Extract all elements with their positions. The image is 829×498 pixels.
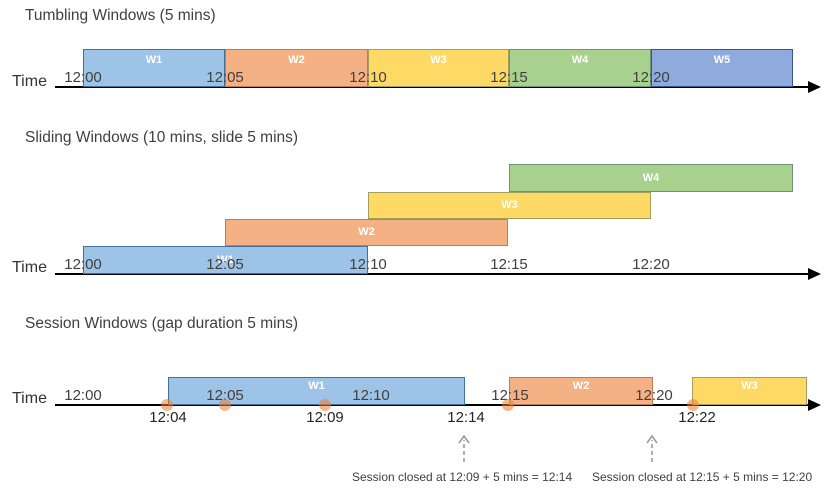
tumbling-window-w2: W2 bbox=[225, 49, 368, 87]
window-label: W4 bbox=[642, 171, 660, 184]
session-closed-annotation-1: Session closed at 12:09 + 5 mins = 12:14 bbox=[352, 470, 573, 484]
tumbling-tick-12-15: 12:15 bbox=[490, 69, 528, 86]
session-below-label-12-09: 12:09 bbox=[306, 409, 344, 426]
event-dot-12-04 bbox=[161, 399, 173, 411]
session-tick-12-10: 12:10 bbox=[352, 387, 390, 404]
tumbling-section-title: Tumbling Windows (5 mins) bbox=[25, 7, 216, 24]
window-label: W3 bbox=[741, 380, 758, 392]
sliding-tick-12-20: 12:20 bbox=[632, 256, 670, 273]
window-label: W1 bbox=[217, 253, 234, 266]
sliding-window-w4: W4 bbox=[509, 164, 793, 192]
sliding-tick-12-05: 12:05 bbox=[206, 256, 244, 273]
event-dot-12-09 bbox=[319, 399, 331, 411]
tumbling-timeline bbox=[55, 86, 808, 88]
session-closed-annotation-2: Session closed at 12:15 + 5 mins = 12:20 bbox=[592, 470, 813, 484]
dashed-up-arrow-icon bbox=[456, 433, 472, 463]
session-tick-12-15: 12:15 bbox=[491, 387, 529, 404]
window-label: W4 bbox=[571, 54, 589, 66]
sliding-window-w1: W1 bbox=[83, 246, 368, 274]
tumbling-tick-12-10: 12:10 bbox=[349, 69, 387, 86]
window-label: W2 bbox=[572, 380, 590, 392]
window-label: W2 bbox=[288, 54, 305, 66]
tumbling-arrowhead-icon bbox=[808, 81, 821, 93]
tumbling-tick-12-05: 12:05 bbox=[206, 69, 244, 86]
session-tick-12-20: 12:20 bbox=[635, 387, 673, 404]
tumbling-tick-12-20: 12:20 bbox=[632, 69, 670, 86]
session-below-label-12-14: 12:14 bbox=[447, 409, 485, 426]
sliding-window-w3: W3 bbox=[368, 192, 651, 219]
window-label: W3 bbox=[430, 54, 447, 66]
session-below-label-12-04: 12:04 bbox=[149, 409, 187, 426]
session-arrowhead-icon bbox=[808, 399, 821, 411]
tumbling-tick-12-00: 12:00 bbox=[64, 69, 102, 86]
window-label: W2 bbox=[358, 226, 375, 238]
sliding-tick-12-15: 12:15 bbox=[490, 256, 528, 273]
sliding-section-title: Sliding Windows (10 mins, slide 5 mins) bbox=[25, 129, 299, 146]
session-window-w1: W1 bbox=[168, 377, 465, 405]
window-label: W5 bbox=[713, 54, 731, 66]
tumbling-window-w4: W4 bbox=[509, 49, 651, 87]
tumbling-window-w1: W1 bbox=[83, 49, 225, 87]
tumbling-time-axis-label: Time bbox=[12, 73, 47, 90]
session-timeline bbox=[55, 404, 808, 406]
sliding-time-axis-label: Time bbox=[12, 259, 47, 276]
sliding-timeline bbox=[55, 273, 808, 275]
sliding-window-w2: W2 bbox=[225, 219, 508, 246]
tumbling-window-w3: W3 bbox=[368, 49, 509, 87]
sliding-tick-12-10: 12:10 bbox=[349, 256, 387, 273]
sliding-tick-12-00: 12:00 bbox=[64, 256, 102, 273]
event-dot-12-15 bbox=[502, 399, 514, 411]
event-dot-12-22 bbox=[687, 399, 699, 411]
session-tick-12-00: 12:00 bbox=[64, 387, 102, 404]
window-label: W3 bbox=[501, 199, 518, 211]
session-below-label-12-22: 12:22 bbox=[678, 409, 716, 426]
dashed-up-arrow-icon bbox=[644, 433, 660, 463]
sliding-arrowhead-icon bbox=[808, 268, 821, 280]
session-window-w2: W2 bbox=[509, 377, 653, 405]
session-time-axis-label: Time bbox=[12, 390, 47, 407]
window-label: W1 bbox=[308, 380, 325, 392]
tumbling-window-w5: W5 bbox=[651, 49, 793, 87]
session-window-w3: W3 bbox=[692, 377, 807, 405]
window-label: W1 bbox=[145, 54, 163, 66]
session-section-title: Session Windows (gap duration 5 mins) bbox=[25, 315, 299, 332]
session-tick-12-05: 12:05 bbox=[206, 387, 244, 404]
event-dot bbox=[219, 399, 231, 411]
